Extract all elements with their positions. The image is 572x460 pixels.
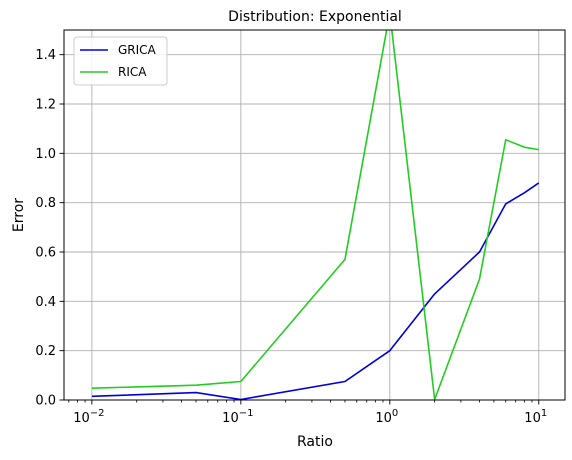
x-axis-label: Ratio <box>297 434 333 450</box>
y-tick-label: 0.8 <box>35 196 56 211</box>
y-tick-label: 1.2 <box>35 98 56 113</box>
y-axis-label: Error <box>11 198 27 232</box>
y-tick-label: 0.4 <box>35 295 56 310</box>
y-tick-label: 1.4 <box>35 48 56 63</box>
y-tick-label: 0.6 <box>35 246 56 261</box>
legend: GRICA RICA <box>74 37 167 85</box>
legend-label-rica: RICA <box>118 65 147 79</box>
y-tick-label: 1.0 <box>35 147 56 162</box>
legend-label-grica: GRICA <box>118 43 157 57</box>
y-tick-label: 0.0 <box>35 394 56 409</box>
chart-title: Distribution: Exponential <box>228 9 402 25</box>
y-tick-label: 0.2 <box>35 344 56 359</box>
